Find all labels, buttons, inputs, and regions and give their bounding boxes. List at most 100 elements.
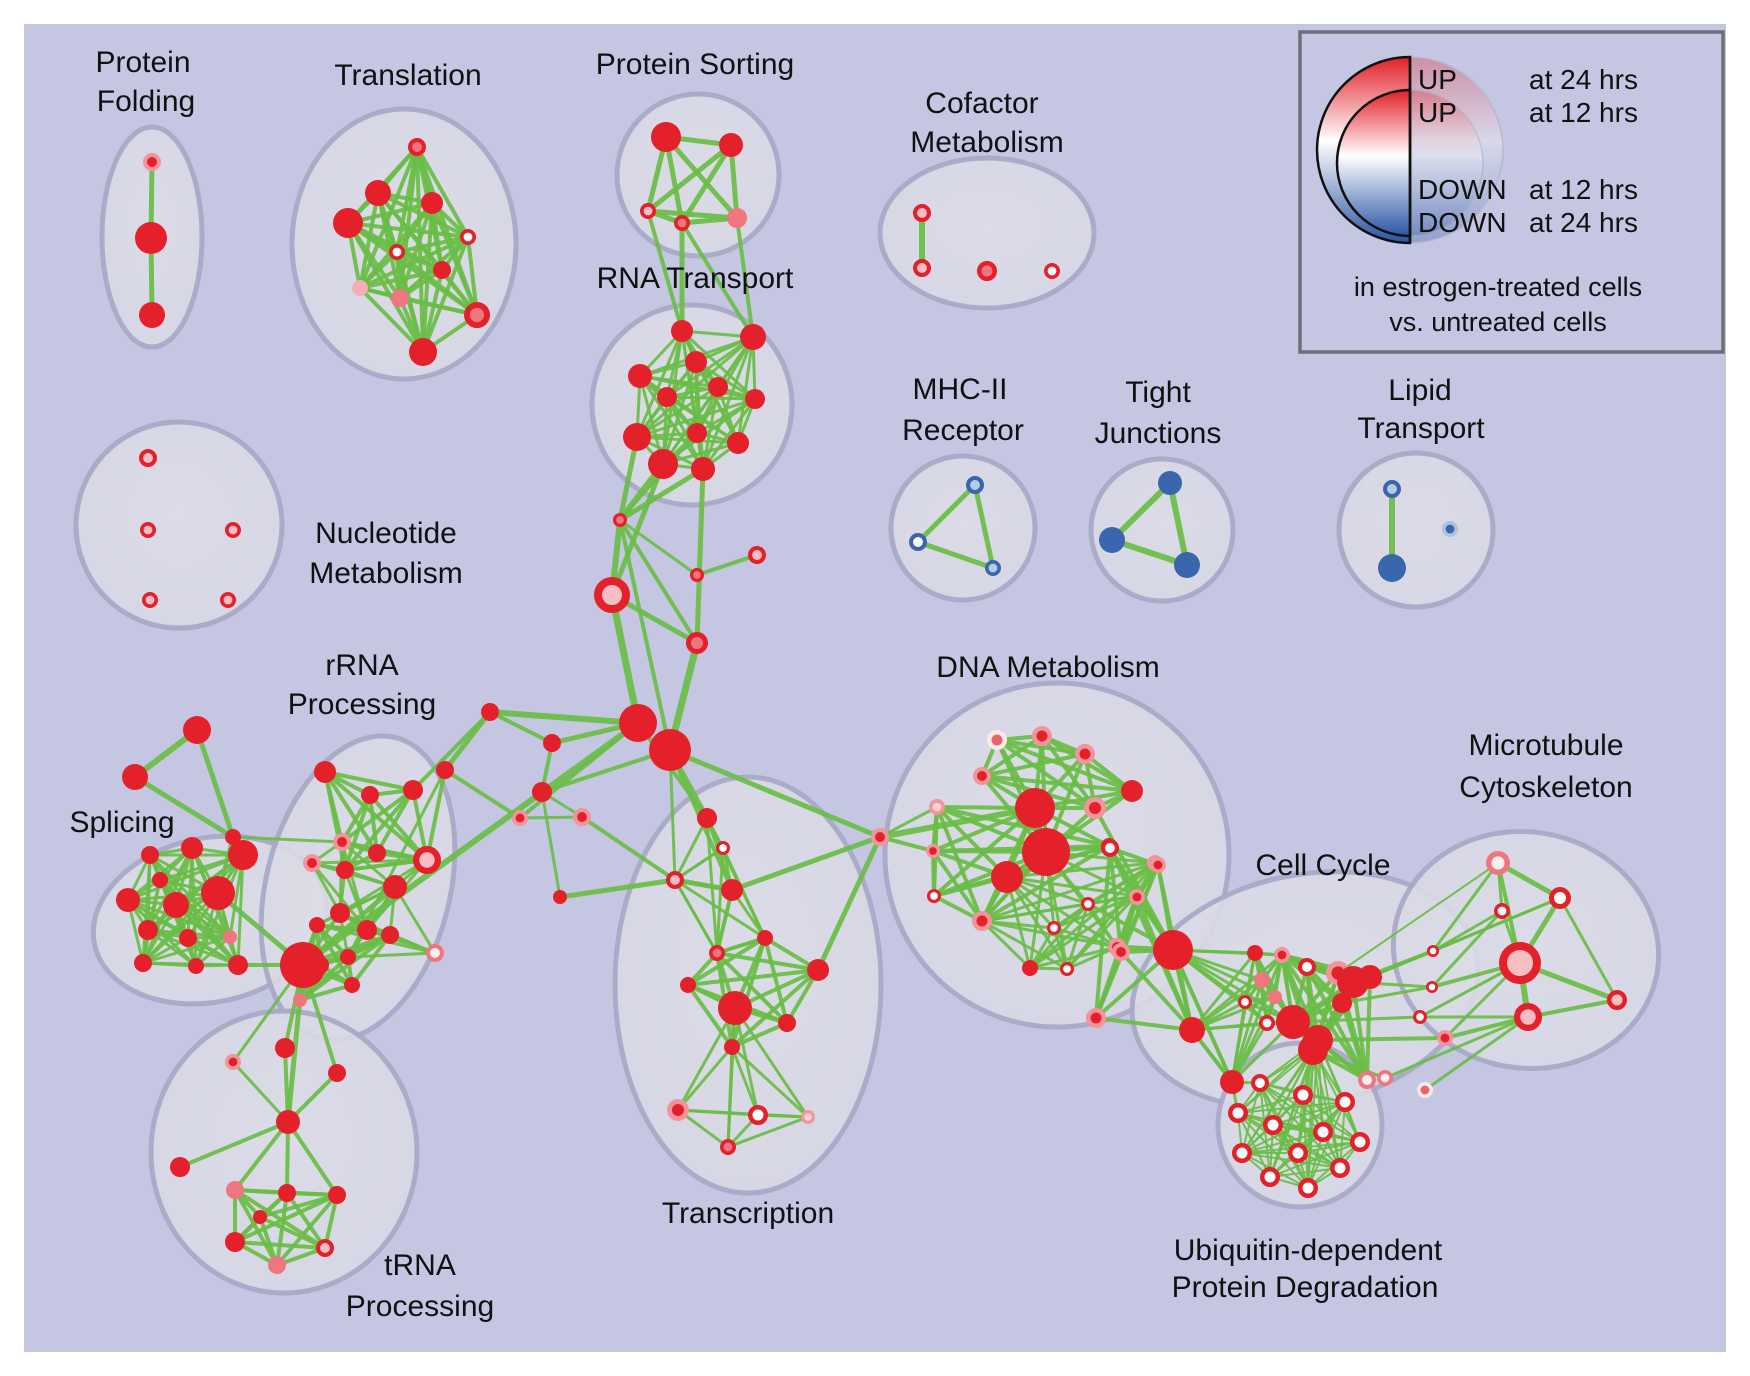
network-edge	[415, 145, 425, 354]
cluster-label-translation-0: Translation	[334, 59, 481, 92]
network-edge	[679, 142, 734, 226]
network-node-123	[719, 1139, 736, 1156]
network-node-15	[719, 133, 743, 157]
network-node-78	[302, 854, 321, 873]
network-edge	[1094, 950, 1123, 1020]
network-edge	[1431, 909, 1504, 953]
network-node-49	[613, 513, 628, 528]
nodes-layer	[116, 122, 1627, 1274]
network-edge	[411, 710, 492, 792]
network-node-192	[1298, 1178, 1318, 1198]
network-node-95	[511, 809, 528, 826]
network-node-165	[1332, 993, 1352, 1013]
network-node-0	[142, 152, 161, 171]
network-node-6	[333, 208, 363, 238]
network-node-124	[871, 828, 890, 847]
network-edge	[728, 142, 740, 221]
network-edge	[1558, 896, 1619, 1002]
network-node-172	[1437, 1030, 1454, 1047]
network-node-147	[1101, 839, 1120, 858]
network-node-58	[183, 716, 211, 744]
network-node-79	[336, 861, 354, 879]
network-node-184	[1228, 1103, 1248, 1123]
cluster-label-lipid-transport-1: Transport	[1357, 412, 1485, 445]
network-node-121	[748, 1105, 768, 1125]
legend-up-24-time: at 24 hrs	[1529, 64, 1638, 95]
network-node-189	[1288, 1143, 1308, 1163]
network-node-69	[179, 929, 197, 947]
network-node-66	[163, 892, 189, 918]
network-edge	[258, 1215, 327, 1250]
network-node-163	[1276, 1005, 1310, 1039]
network-edge	[1365, 975, 1372, 1082]
network-node-122	[801, 1109, 816, 1124]
network-node-104	[328, 1186, 346, 1204]
network-edge	[141, 853, 245, 965]
network-node-108	[253, 1210, 267, 1224]
network-edge	[635, 397, 757, 439]
network-edge	[736, 335, 755, 445]
cluster-ellipse-cofactor-metabolism	[877, 155, 1097, 311]
network-node-16	[639, 203, 656, 220]
network-edge	[487, 709, 641, 726]
network-node-129	[1121, 780, 1143, 802]
network-edge	[158, 878, 232, 939]
network-node-67	[201, 876, 235, 910]
network-node-70	[223, 930, 237, 944]
network-node-110	[716, 841, 731, 856]
network-edge	[368, 793, 379, 855]
network-edge	[668, 748, 677, 882]
network-node-26	[685, 351, 707, 373]
network-edge	[310, 858, 429, 865]
network-node-148	[1150, 856, 1167, 873]
network-node-183	[1335, 1092, 1355, 1112]
network-edge	[540, 790, 562, 899]
network-edge	[285, 962, 306, 1125]
network-node-72	[188, 958, 204, 974]
network-node-167	[1358, 1071, 1377, 1090]
cluster-label-cofactor-metabolism-1: Metabolism	[910, 126, 1063, 159]
network-node-77	[332, 833, 351, 852]
network-edge	[358, 268, 444, 290]
network-edge	[980, 752, 1087, 778]
network-edge	[635, 329, 684, 439]
network-node-161	[1237, 995, 1252, 1010]
network-edge	[730, 936, 767, 1049]
cluster-ellipse-nucleotide-metabolism	[73, 419, 285, 631]
network-edge	[1052, 926, 1069, 971]
network-edge	[580, 815, 677, 882]
network-edge	[667, 747, 883, 840]
network-edge	[1237, 1094, 1304, 1114]
network-edge	[726, 1045, 734, 1149]
network-node-68	[138, 920, 158, 940]
network-node-20	[913, 258, 932, 277]
network-edge	[877, 805, 1038, 840]
network-node-109	[697, 808, 717, 828]
network-node-170	[1425, 980, 1438, 993]
network-edge	[726, 1115, 810, 1149]
network-node-178	[1499, 942, 1541, 984]
network-edge	[701, 385, 720, 471]
network-edge	[995, 738, 1097, 810]
legend-down-12-time: at 12 hrs	[1529, 174, 1638, 205]
cluster-label-rrna-processing-0: rRNA	[325, 649, 398, 682]
network-edge	[1230, 953, 1284, 1084]
network-edge	[258, 1193, 339, 1219]
network-node-30	[623, 423, 651, 451]
network-node-42	[984, 559, 1001, 576]
cluster-ellipse-mhc-ii-receptor	[888, 453, 1038, 603]
network-edge	[358, 145, 419, 290]
network-node-52	[690, 568, 705, 583]
network-node-105	[225, 1232, 245, 1252]
network-node-185	[1263, 1115, 1283, 1135]
network-edge	[730, 968, 820, 1049]
network-edge	[358, 235, 470, 290]
network-edge	[233, 1188, 327, 1250]
network-edge	[686, 983, 734, 1049]
network-node-162	[1259, 1014, 1276, 1031]
network-edge	[298, 983, 354, 1002]
network-node-19	[913, 203, 932, 222]
network-edge	[1237, 1112, 1271, 1178]
network-node-188	[1232, 1143, 1252, 1163]
network-node-85	[309, 917, 325, 933]
